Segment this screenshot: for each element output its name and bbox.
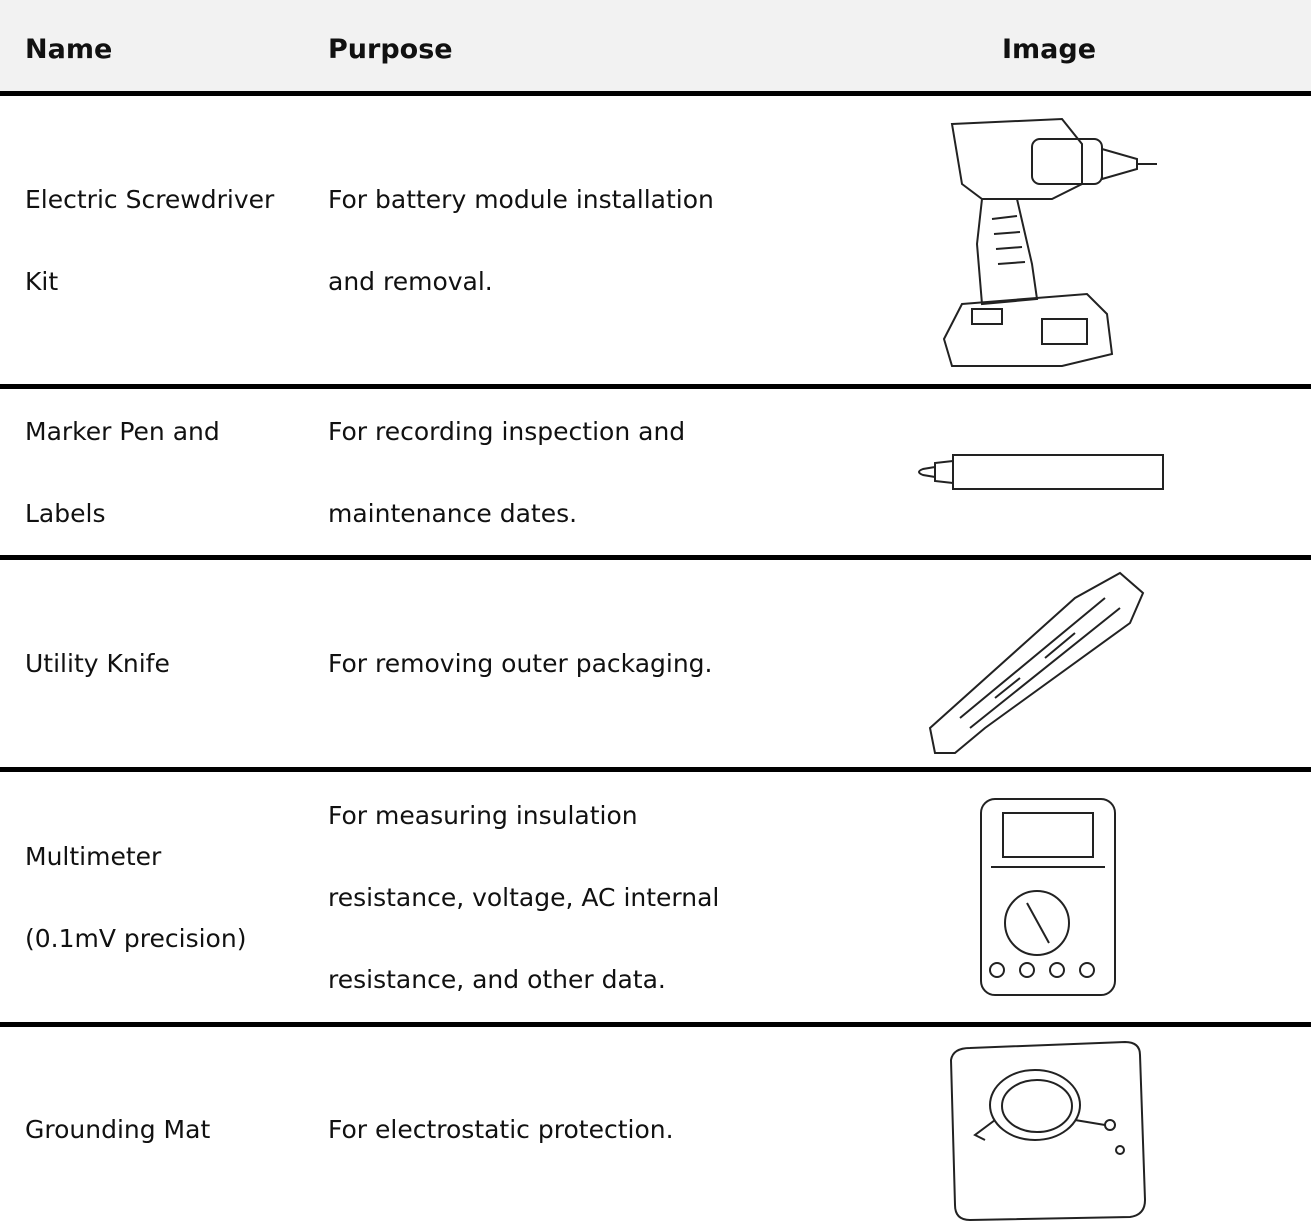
header-cell: Name bbox=[25, 34, 113, 65]
header-cell: Image bbox=[1002, 34, 1097, 65]
header-cell: Purpose bbox=[328, 34, 453, 65]
row-rule bbox=[0, 555, 1311, 560]
name-line: Multimeter bbox=[25, 841, 162, 871]
purpose-line: For battery module installation bbox=[328, 184, 714, 214]
row-rule bbox=[0, 767, 1311, 772]
multimeter-image bbox=[980, 798, 1116, 996]
row-rule bbox=[0, 1022, 1311, 1027]
name-line: Marker Pen and bbox=[25, 416, 220, 446]
purpose-line: For removing outer packaging. bbox=[328, 649, 713, 678]
grounding-mat-image bbox=[949, 1040, 1147, 1222]
purpose-line: For recording inspection and bbox=[328, 416, 686, 446]
row-rule bbox=[0, 384, 1311, 389]
name-line: Utility Knife bbox=[25, 649, 170, 678]
name-line: (0.1mV precision) bbox=[25, 923, 247, 953]
name-line: Electric Screwdriver bbox=[25, 184, 275, 214]
name-line: Labels bbox=[25, 498, 106, 528]
name-line: Grounding Mat bbox=[25, 1115, 211, 1144]
marker-image bbox=[918, 454, 1164, 490]
purpose-line: resistance, and other data. bbox=[328, 964, 666, 994]
knife-image bbox=[928, 571, 1145, 754]
row-rule bbox=[0, 91, 1311, 96]
purpose-line: maintenance dates. bbox=[328, 498, 578, 528]
drill-image bbox=[942, 117, 1157, 367]
purpose-line: and removal. bbox=[328, 266, 493, 296]
table-header bbox=[0, 0, 1311, 91]
purpose-line: For electrostatic protection. bbox=[328, 1115, 674, 1144]
purpose-line: For measuring insulation bbox=[328, 800, 638, 830]
name-line: Kit bbox=[25, 266, 59, 296]
purpose-line: resistance, voltage, AC internal bbox=[328, 882, 720, 912]
